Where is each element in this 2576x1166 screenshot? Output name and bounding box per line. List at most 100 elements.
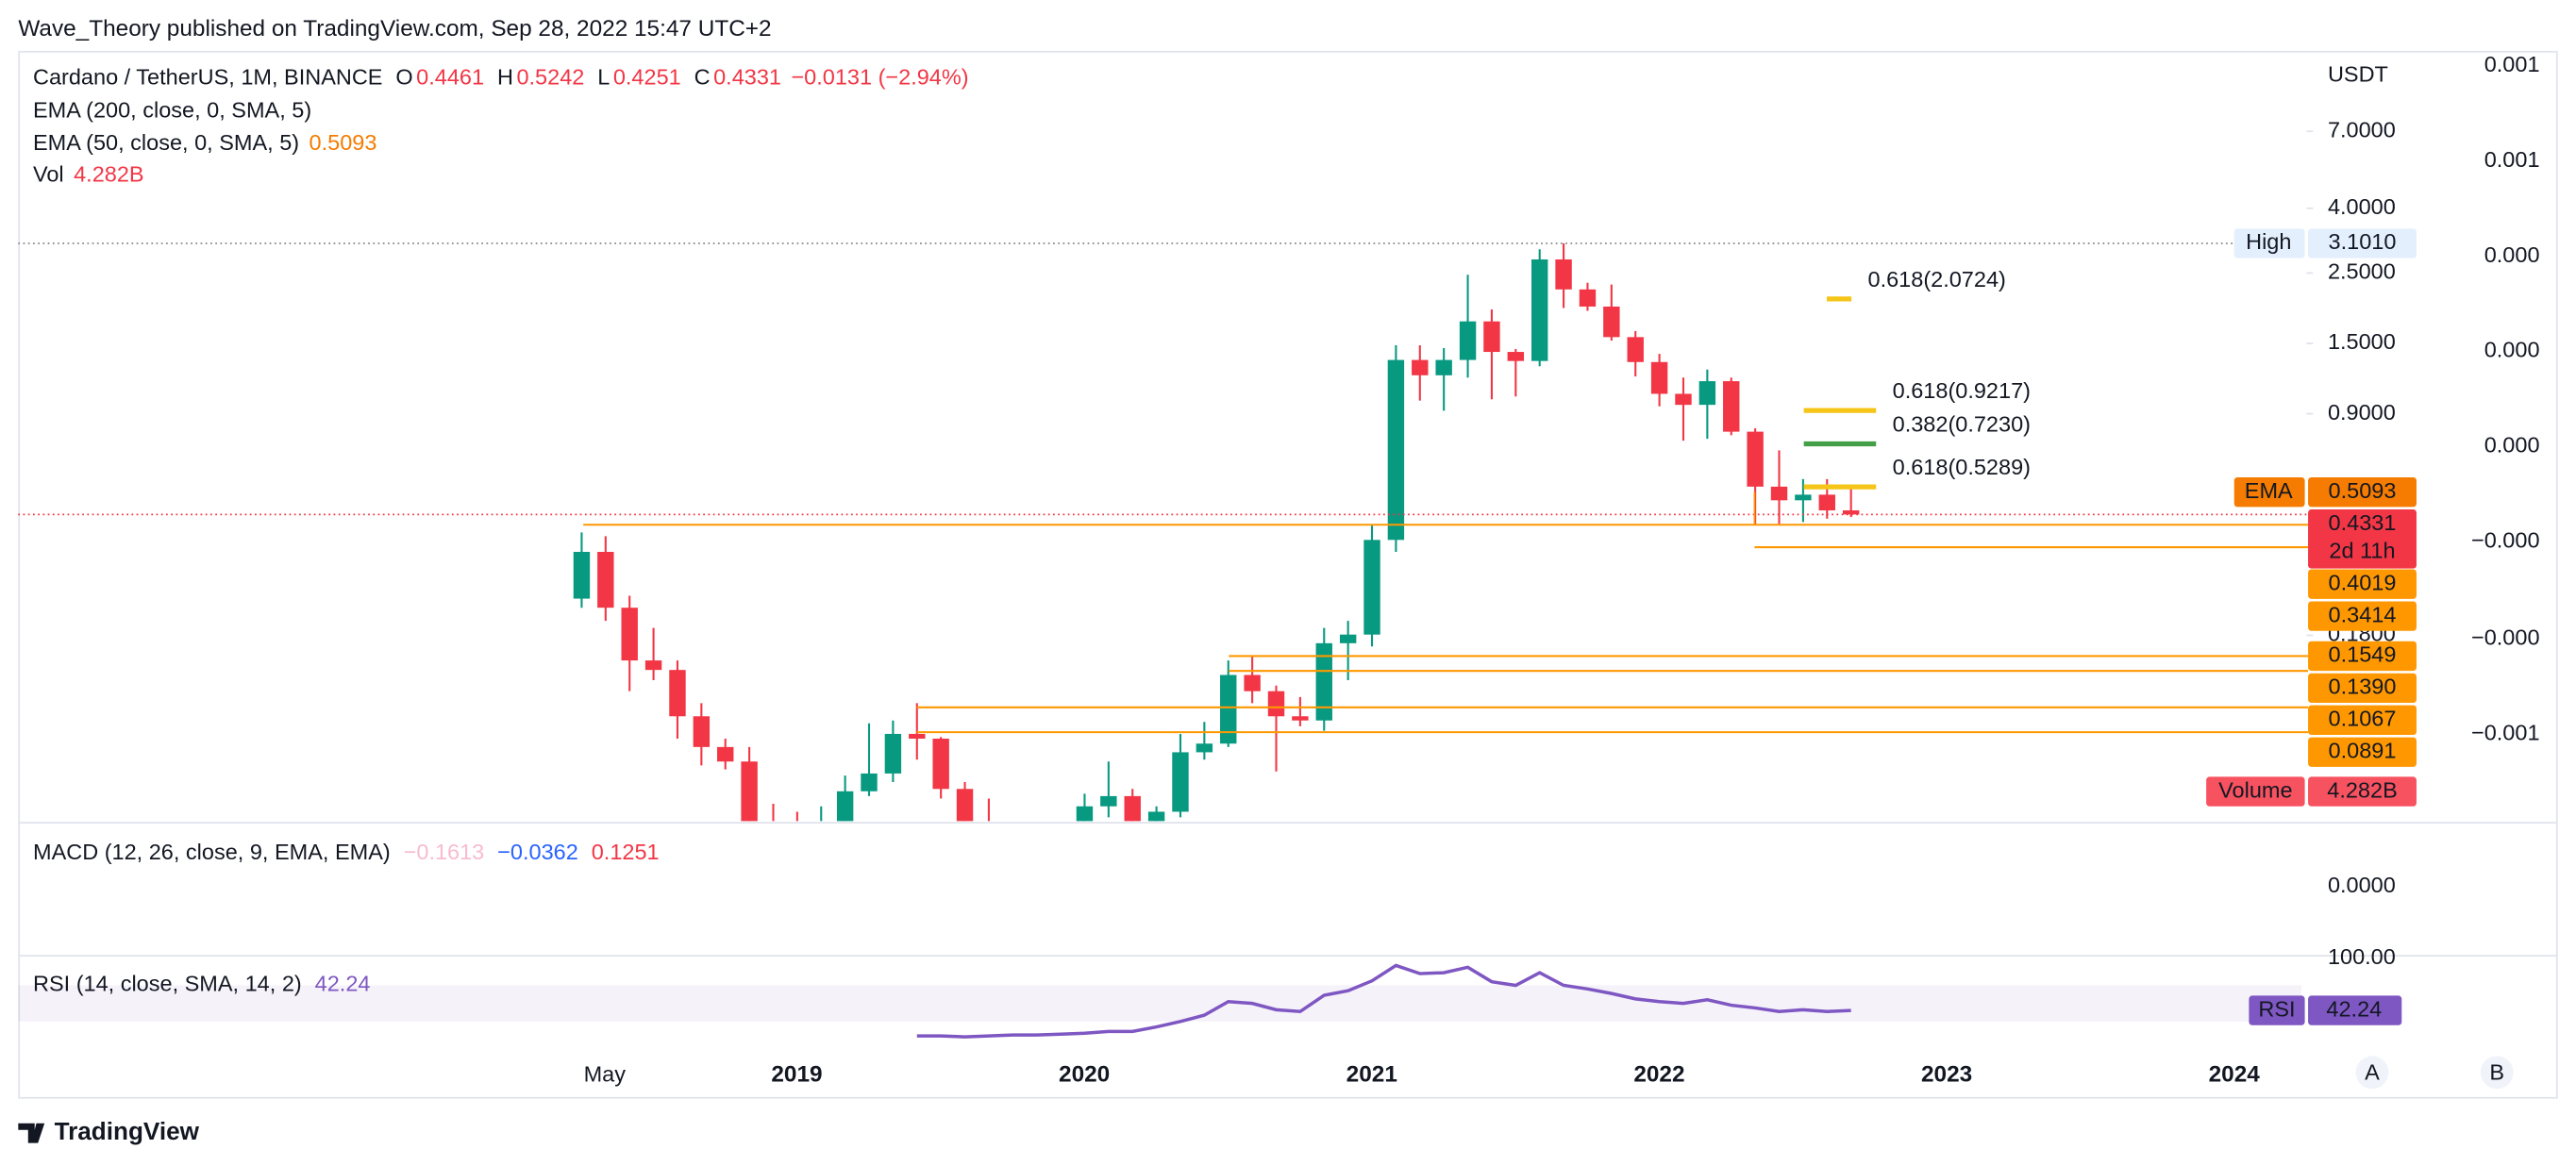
price-tag-label: 0.1067 <box>2329 707 2397 731</box>
candle-body <box>1172 752 1189 812</box>
candle-body <box>1723 381 1740 432</box>
candle-body <box>1412 359 1429 375</box>
candle-body <box>1555 259 1572 290</box>
text-part: L <box>597 65 610 90</box>
candle-body <box>1147 811 1165 822</box>
candle-body <box>956 789 974 822</box>
x-tick-label: 2020 <box>1059 1062 1110 1088</box>
text-part: 0.4331 <box>713 65 781 90</box>
price-tag <box>2308 508 2417 569</box>
price-tag <box>2308 737 2417 767</box>
x-tick-label: 2023 <box>1921 1062 1972 1088</box>
secondary-tick-label: −0.001 <box>2471 720 2540 744</box>
tag-name-box <box>2233 477 2305 508</box>
candle-body <box>621 608 638 661</box>
price-tag <box>2308 673 2417 704</box>
x-tick-label: May <box>584 1061 627 1086</box>
price-pane <box>573 243 1860 822</box>
candle-body <box>884 733 902 774</box>
text-part: 0.4251 <box>613 65 681 90</box>
text-part: 0.1251 <box>592 840 660 864</box>
rsi-legend: RSI (14, close, SMA, 14, 2) 42.24 <box>33 972 370 996</box>
candle-body <box>1579 289 1597 307</box>
price-tag-label: 3.1010 <box>2329 229 2397 254</box>
text-part: MACD (12, 26, close, 9, EMA, EMA) <box>33 840 391 864</box>
rsi-line <box>916 963 1851 1039</box>
candle-body <box>1339 634 1357 643</box>
y-tick-label: 0.9000 <box>2328 400 2396 425</box>
price-tag <box>2308 228 2417 258</box>
rsi-tag-label: 42.24 <box>2326 996 2382 1021</box>
candle-body <box>909 733 926 740</box>
candle-body <box>1196 743 1213 753</box>
y-tick-label: 2.5000 <box>2328 259 2396 284</box>
text-part: H <box>497 65 513 90</box>
fib-label: 0.618(0.9217) <box>1893 378 2031 403</box>
button-bg[interactable] <box>2355 1056 2389 1090</box>
button-label[interactable]: B <box>2489 1060 2504 1085</box>
volume-tag <box>2308 776 2417 807</box>
y-tick-label: 1.5000 <box>2328 329 2396 354</box>
x-tick-label: 2022 <box>1633 1062 1684 1088</box>
candle-body <box>1315 642 1332 721</box>
candle-body <box>1818 494 1835 511</box>
candle-body <box>1363 540 1380 635</box>
text-part: 0.4461 <box>416 65 484 90</box>
candle-body <box>1267 691 1285 717</box>
x-tick-label: 2024 <box>2209 1062 2261 1088</box>
legend-symbol: Cardano / TetherUS, 1M, BINANCE O 0.4461 H 0… <box>33 65 969 90</box>
candle-body <box>644 660 662 671</box>
text-part: O <box>395 65 412 90</box>
candle-body <box>1076 806 1094 822</box>
button-bg[interactable] <box>2480 1056 2514 1090</box>
text-part: −0.0362 <box>497 840 578 864</box>
candle-body <box>693 716 711 747</box>
text-part: Cardano / TetherUS, 1M, BINANCE <box>33 65 382 90</box>
secondary-tick-label: 0.001 <box>2484 147 2540 172</box>
logo-mark <box>18 1123 45 1143</box>
x-tick-label: 2021 <box>1347 1062 1397 1088</box>
price-tag <box>2308 477 2417 508</box>
candle-body <box>1244 675 1261 691</box>
volume-tag-label: 4.282B <box>2327 777 2397 802</box>
fib-label: 0.618(0.5289) <box>1893 455 2031 479</box>
tradingview-logo: TradingView <box>18 1117 200 1145</box>
brand: TradingView <box>55 1117 200 1145</box>
button-label[interactable]: A <box>2365 1060 2380 1085</box>
candle-body <box>717 746 734 762</box>
tag-name-box <box>2233 228 2305 258</box>
text-part: C <box>694 65 711 90</box>
candle-body <box>1603 306 1620 338</box>
secondary-tick-label: −0.000 <box>2471 625 2540 649</box>
fib-label: 0.382(0.7230) <box>1893 412 2031 437</box>
secondary-tick-label: 0.000 <box>2484 338 2540 362</box>
text-part: 0.5093 <box>309 130 377 155</box>
price-tag <box>2308 601 2417 631</box>
secondary-tick-label: −0.000 <box>2471 528 2540 553</box>
price-tag-label: 0.0891 <box>2329 738 2397 762</box>
tag-name: EMA <box>2245 478 2293 503</box>
text-part: 0.5242 <box>516 65 584 90</box>
candle-body <box>741 761 758 822</box>
rsi-name: RSI <box>2258 996 2295 1021</box>
candle-body <box>1387 359 1405 541</box>
candle-body <box>1650 361 1668 394</box>
secondary-tick-label: 0.001 <box>2484 52 2540 76</box>
price-tag-label: 0.3414 <box>2329 602 2397 626</box>
y-tick-label: 4.0000 <box>2328 194 2396 219</box>
candle-body <box>1483 321 1500 353</box>
chart-frame <box>18 50 2558 1099</box>
candle-body <box>573 552 591 599</box>
candle-body <box>1100 795 1117 807</box>
price-tag-label: 0.4331 <box>2329 510 2397 535</box>
price-tag <box>2308 705 2417 735</box>
candle-body <box>861 773 878 791</box>
candle-body <box>1531 259 1548 361</box>
candle-body <box>1124 795 1141 822</box>
price-tag-label: 0.5093 <box>2329 478 2397 503</box>
price-tag-label: 0.1549 <box>2329 642 2397 667</box>
rsi-band <box>18 985 2302 1022</box>
